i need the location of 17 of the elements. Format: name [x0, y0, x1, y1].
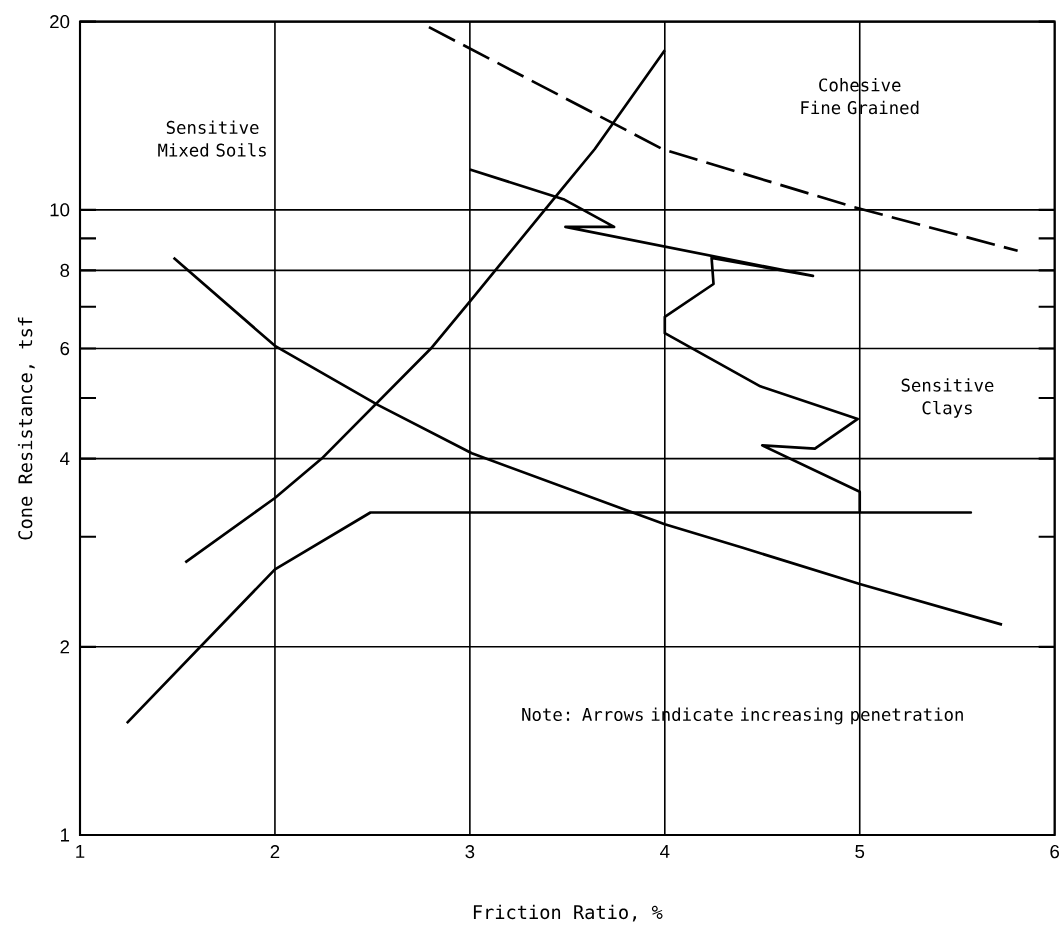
x-tick-label: 2 [270, 845, 280, 859]
x-tick-label: 4 [660, 845, 670, 858]
y-tick-label: 2 [60, 640, 70, 654]
annotation: Sensitive Mixed Soils [158, 120, 266, 157]
annotation: Sensitive Clays [901, 378, 994, 418]
y-tick-label: 10 [50, 203, 70, 217]
y-tick-label: 4 [60, 452, 70, 466]
y-tick-label: 6 [60, 341, 70, 356]
x-tick-label: 5 [855, 845, 865, 859]
x-tick-label: 6 [1050, 845, 1060, 859]
y-tick-label: 8 [60, 263, 70, 278]
y-axis-title: Cone Resistance, tsf [17, 317, 35, 540]
x-tick-label: 3 [465, 845, 475, 859]
y-tick-label: 1 [61, 828, 70, 842]
x-axis-title: Friction Ratio, % [473, 904, 663, 922]
x-tick-label: 1 [76, 845, 85, 858]
y-tick-label: 20 [50, 15, 70, 29]
